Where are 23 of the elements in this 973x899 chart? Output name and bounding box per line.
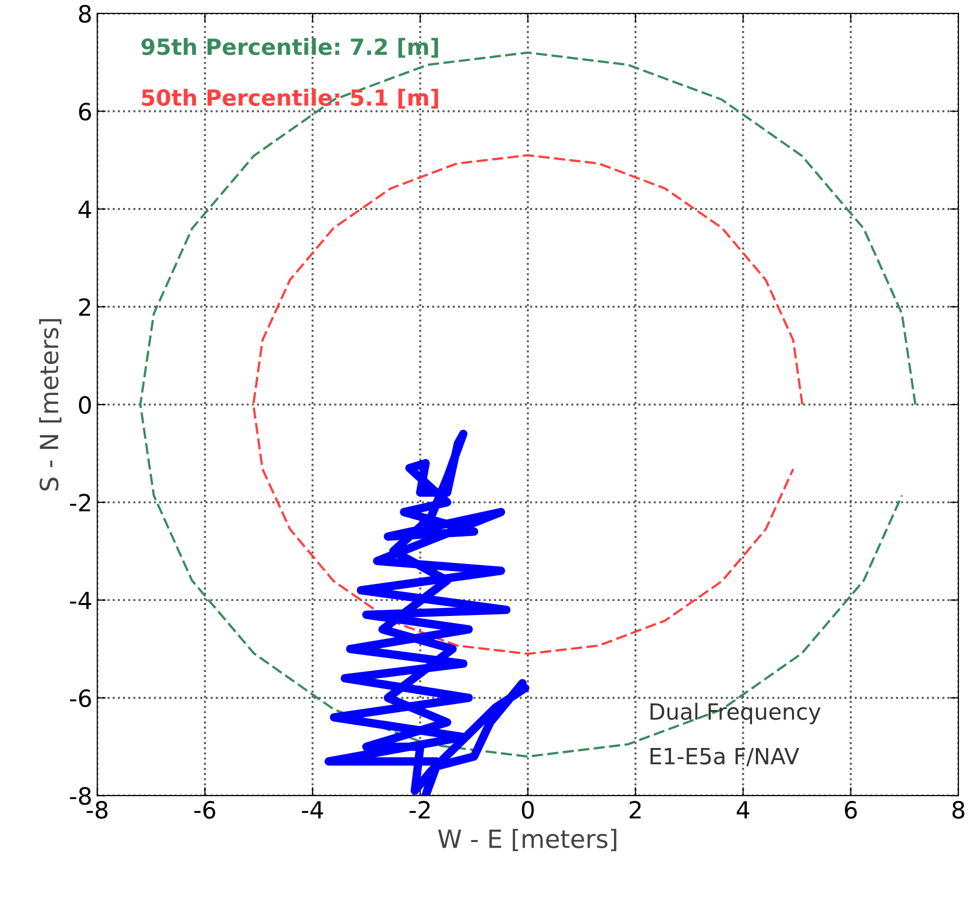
- y-tick-label: -6: [70, 689, 91, 708]
- y-tick-label: 8: [79, 4, 91, 23]
- annotation: E1-E5a F/NAV: [650, 748, 800, 766]
- x-tick-label: 6: [844, 800, 857, 819]
- line-series: [252, 154, 804, 655]
- y-tick-label: 2: [79, 298, 90, 316]
- x-tick-label: 0: [522, 800, 534, 819]
- x-tick-label: -4: [302, 801, 324, 818]
- annotation: 50th Percentile: 5.1 [m]: [142, 88, 438, 109]
- y-tick-label: -2: [70, 494, 90, 512]
- x-axis-title: W - E [meters]: [438, 828, 616, 852]
- y-tick-label: 6: [79, 102, 91, 121]
- x-tick-label: 4: [736, 801, 750, 818]
- x-tick-label: 2: [630, 800, 641, 818]
- y-axis-title: S - N [meters]: [39, 319, 62, 490]
- y-tick-label: -4: [70, 592, 92, 610]
- x-tick-label: -2: [410, 800, 430, 818]
- annotation: 95th Percentile: 7.2 [m]: [142, 38, 438, 58]
- y-tick-label: 4: [78, 200, 92, 218]
- x-tick-label: 8: [952, 800, 964, 819]
- annotation: Dual Frequency: [650, 702, 821, 724]
- y-tick-label: 0: [78, 396, 91, 414]
- x-tick-label: -6: [194, 800, 216, 819]
